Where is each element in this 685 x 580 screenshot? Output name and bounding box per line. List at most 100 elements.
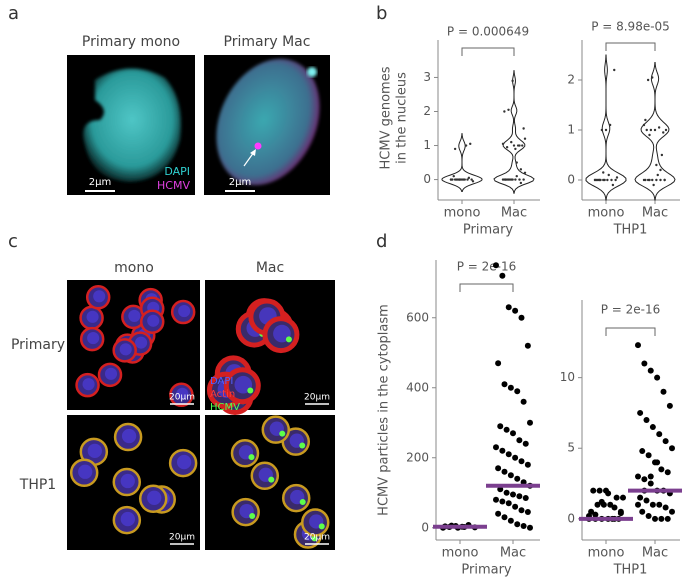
nucleus [120, 511, 135, 527]
data-point [524, 509, 531, 515]
data-point [610, 178, 613, 182]
data-point [505, 304, 512, 311]
scale-label: 2µm [229, 177, 251, 188]
data-point [647, 473, 654, 480]
data-point [524, 461, 531, 468]
data-point [663, 178, 666, 182]
virus [299, 498, 306, 505]
nucleus [87, 332, 100, 345]
panel-label: a [8, 3, 19, 24]
data-point [493, 496, 499, 503]
data-point [503, 426, 510, 433]
virus [247, 387, 254, 394]
data-point [651, 76, 654, 79]
data-point [655, 178, 658, 182]
virus [279, 430, 286, 437]
scale-label: 20µm [304, 533, 330, 543]
data-point [512, 144, 516, 147]
nucleus [78, 464, 93, 479]
data-point [641, 476, 648, 483]
data-point [507, 384, 514, 391]
violin [493, 70, 535, 194]
data-point [505, 146, 509, 149]
data-point [499, 447, 506, 454]
data-point [617, 510, 624, 517]
data-point [493, 262, 499, 269]
data-point [597, 178, 601, 182]
data-point [604, 128, 608, 132]
data-point [639, 508, 646, 515]
x-tick-label: Mac [501, 206, 527, 221]
data-point [637, 494, 644, 501]
data-point [642, 123, 646, 127]
data-point [649, 424, 656, 431]
x-tick-label: Mac [500, 546, 526, 561]
data-point [510, 140, 513, 144]
data-point [643, 497, 650, 504]
scale-label: 20µm [169, 393, 195, 403]
data-point [603, 178, 606, 182]
data-point [620, 494, 626, 501]
data-point [614, 178, 617, 182]
data-point [495, 510, 502, 517]
channel-label: HCMV [210, 402, 240, 413]
data-point [503, 489, 510, 496]
data-point [471, 180, 475, 183]
nucleus [121, 428, 137, 444]
nucleus [104, 367, 118, 380]
data-point [449, 178, 453, 181]
p-value: P = 8.98e-05 [591, 20, 670, 34]
data-point [606, 178, 609, 182]
data-point [520, 523, 527, 529]
data-point [602, 171, 605, 174]
data-point [648, 178, 651, 182]
nucleus [128, 309, 141, 322]
data-point [598, 498, 605, 505]
data-point [505, 451, 512, 458]
nucleus [119, 343, 132, 356]
channel-label: DAPI [210, 376, 233, 387]
y-tick-label: 0 [567, 511, 575, 525]
data-point [666, 402, 673, 409]
data-point [527, 419, 533, 426]
microscopy-c [67, 280, 335, 550]
nucleus [147, 490, 162, 505]
y-tick-label: 2 [567, 73, 575, 87]
data-point [669, 445, 675, 452]
data-point [516, 493, 523, 500]
data-point [657, 126, 661, 129]
data-point [452, 174, 455, 178]
data-point [518, 314, 525, 321]
data-point [514, 178, 517, 181]
data-point [647, 367, 654, 374]
virus [311, 535, 318, 542]
channel-label: DAPI [164, 165, 190, 178]
data-point [645, 452, 652, 459]
data-point [652, 183, 655, 187]
data-point [466, 178, 469, 181]
nucleus [178, 304, 191, 318]
image-title: Primary Mac [224, 34, 311, 50]
data-point [664, 469, 671, 476]
row-label: Primary [11, 337, 65, 353]
data-point [644, 118, 647, 122]
data-point [511, 178, 514, 181]
violin [585, 54, 627, 201]
data-point [515, 161, 518, 164]
data-point [649, 501, 656, 508]
data-point [499, 272, 506, 279]
data-point [523, 171, 527, 174]
x-tick-label: mono [444, 206, 481, 221]
data-point [613, 494, 620, 501]
data-point [654, 459, 661, 466]
nucleus [86, 310, 99, 323]
y-tick-label: 400 [406, 380, 429, 394]
data-point [522, 440, 529, 447]
x-axis-title: Primary [461, 563, 512, 578]
data-point [523, 137, 527, 140]
data-point [453, 147, 457, 151]
scale-label: 20µm [304, 393, 330, 403]
panel-label: c [8, 231, 18, 252]
data-point [501, 142, 505, 146]
y-tick-label: 0 [421, 520, 429, 534]
